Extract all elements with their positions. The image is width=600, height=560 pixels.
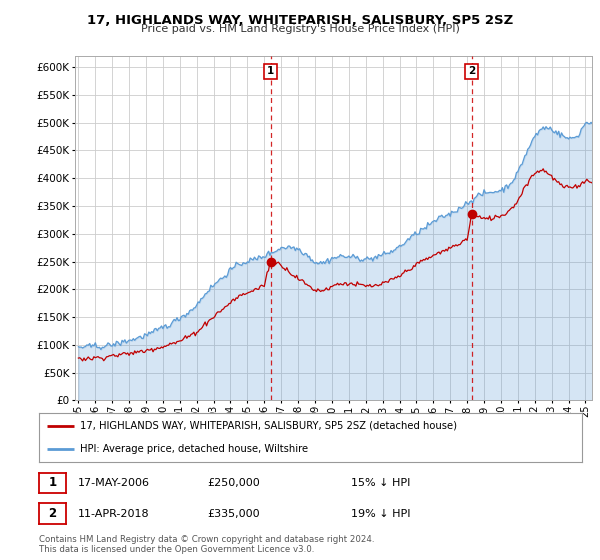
Text: 2: 2 <box>49 507 56 520</box>
Text: 17, HIGHLANDS WAY, WHITEPARISH, SALISBURY, SP5 2SZ (detached house): 17, HIGHLANDS WAY, WHITEPARISH, SALISBUR… <box>80 421 457 431</box>
Text: £250,000: £250,000 <box>207 478 260 488</box>
Text: 2: 2 <box>468 66 475 76</box>
Text: 19% ↓ HPI: 19% ↓ HPI <box>351 508 410 519</box>
Text: Contains HM Land Registry data © Crown copyright and database right 2024.
This d: Contains HM Land Registry data © Crown c… <box>39 535 374 554</box>
Text: 17-MAY-2006: 17-MAY-2006 <box>78 478 150 488</box>
Text: £335,000: £335,000 <box>207 508 260 519</box>
Text: 1: 1 <box>267 66 274 76</box>
Text: 17, HIGHLANDS WAY, WHITEPARISH, SALISBURY, SP5 2SZ: 17, HIGHLANDS WAY, WHITEPARISH, SALISBUR… <box>87 14 513 27</box>
Text: 1: 1 <box>49 476 56 489</box>
Text: 11-APR-2018: 11-APR-2018 <box>78 508 149 519</box>
Text: 15% ↓ HPI: 15% ↓ HPI <box>351 478 410 488</box>
Text: HPI: Average price, detached house, Wiltshire: HPI: Average price, detached house, Wilt… <box>80 444 308 454</box>
Text: Price paid vs. HM Land Registry's House Price Index (HPI): Price paid vs. HM Land Registry's House … <box>140 24 460 34</box>
